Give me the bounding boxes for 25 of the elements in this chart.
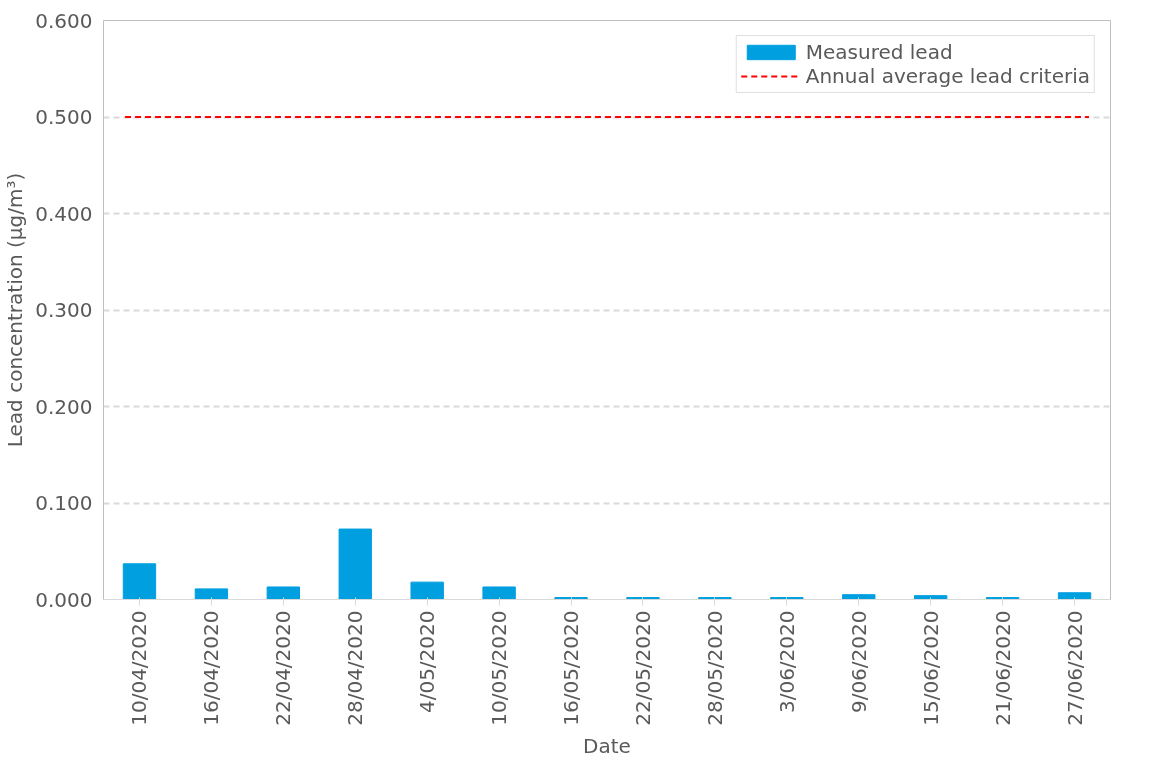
- x-axis-title: Date: [583, 733, 631, 758]
- x-tick-label: 9/06/2020: [846, 610, 871, 714]
- x-tick-label: 28/04/2020: [343, 610, 368, 726]
- x-tick-label: 10/04/2020: [127, 610, 152, 726]
- y-tick-label: 0.100: [35, 491, 93, 515]
- x-tick-label: 28/05/2020: [702, 610, 727, 726]
- y-tick-label: 0.300: [35, 298, 93, 322]
- x-tick-label: 3/06/2020: [774, 610, 799, 714]
- y-tick-label: 0.200: [35, 394, 93, 419]
- legend-label: Measured lead: [805, 40, 953, 64]
- y-tick-label: 0.600: [35, 8, 93, 33]
- x-tick-label: 16/05/2020: [559, 610, 584, 726]
- y-axis-title: Lead concentration (µg/m³): [3, 172, 28, 448]
- y-tick-label: 0.500: [35, 105, 93, 129]
- x-tick-label: 22/05/2020: [630, 610, 655, 726]
- y-tick-label: 0.000: [35, 587, 93, 612]
- x-tick-label: 22/04/2020: [271, 610, 296, 726]
- x-tick-label: 4/05/2020: [415, 610, 440, 714]
- y-tick-label: 0.400: [35, 201, 93, 226]
- x-tick-label: 21/06/2020: [990, 610, 1015, 726]
- x-tick-label: 10/05/2020: [487, 610, 512, 726]
- x-tick-label: 27/06/2020: [1062, 610, 1087, 726]
- x-tick-label: 15/06/2020: [918, 610, 943, 726]
- x-tick-label: 16/04/2020: [199, 610, 224, 726]
- legend-label: Annual average lead criteria: [805, 64, 1090, 88]
